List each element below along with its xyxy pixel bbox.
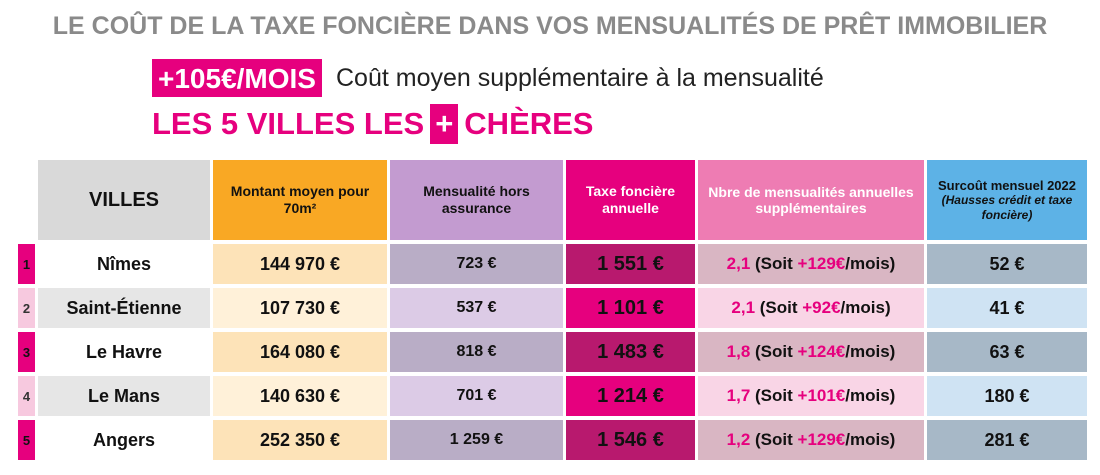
montant-value: 140 630 €	[213, 376, 387, 416]
nbre-count: 2,1	[726, 254, 751, 273]
header-surcout-note: (Hausses crédit et taxe foncière)	[941, 192, 1073, 222]
nbre-count: 1,8	[726, 342, 751, 361]
subtitle: LES 5 VILLES LES + CHÈRES	[152, 103, 594, 145]
surcout-value: 41 €	[927, 288, 1087, 328]
header-nbre-label: Nbre de mensualités annuelles supplément…	[708, 184, 914, 216]
nbre-soit-suffix: /mois)	[845, 254, 896, 273]
header-taxe-label: Taxe foncière annuelle	[585, 183, 676, 216]
nbre-soit-amount: +101€	[797, 386, 846, 405]
nbre-soit-suffix: /mois)	[840, 298, 891, 317]
city-name: Le Havre	[38, 332, 210, 372]
table-row: 5 Angers 252 350 €1 259 €1 546 €1,2 (Soit …	[18, 420, 1087, 460]
header-montant: Montant moyen pour 70m²	[213, 160, 387, 240]
page-title: LE COÛT DE LA TAXE FONCIÈRE DANS VOS MEN…	[52, 12, 1048, 40]
city-name: Le Mans	[38, 376, 210, 416]
nbre-value: 1,7 (Soit +101€/mois)	[698, 376, 924, 416]
surcout-value: 52 €	[927, 244, 1087, 284]
montant-value: 252 350 €	[213, 420, 387, 460]
nbre-soit-prefix: (Soit	[750, 386, 798, 405]
mensualite-value: 537 €	[390, 288, 563, 328]
nbre-value: 1,8 (Soit +124€/mois)	[698, 332, 924, 372]
table-row: 4 Le Mans 140 630 €701 €1 214 €1,7 (Soit +…	[18, 376, 1087, 416]
nbre-soit-amount: +129€	[797, 254, 846, 273]
city-name: Angers	[38, 420, 210, 460]
mensualite-value: 1 259 €	[390, 420, 563, 460]
header-nbre: Nbre de mensualités annuelles supplément…	[698, 160, 924, 240]
subtitle-plus: +	[430, 104, 459, 144]
rank-number: 4	[18, 376, 35, 416]
nbre-value: 2,1 (Soit +129€/mois)	[698, 244, 924, 284]
surcout-value: 63 €	[927, 332, 1087, 372]
mensualite-value: 818 €	[390, 332, 563, 372]
rank-number: 5	[18, 420, 35, 460]
nbre-soit-prefix: (Soit	[750, 342, 798, 361]
rank-number: 2	[18, 288, 35, 328]
rank-number: 3	[18, 332, 35, 372]
header-villes: VILLES	[38, 160, 210, 240]
cities-table: VILLES Montant moyen pour 70m² Mensualit…	[15, 156, 1090, 464]
rank-number: 1	[18, 244, 35, 284]
montant-value: 144 970 €	[213, 244, 387, 284]
nbre-soit-prefix: (Soit	[755, 298, 803, 317]
montant-value: 107 730 €	[213, 288, 387, 328]
header-mensualite: Mensualité hors assurance	[390, 160, 563, 240]
nbre-soit-prefix: (Soit	[750, 430, 798, 449]
table-row: 3 Le Havre 164 080 €818 €1 483 €1,8 (Soit …	[18, 332, 1087, 372]
header-mensualite-label: Mensualité hors assurance	[423, 183, 530, 216]
taxe-value: 1 214 €	[566, 376, 695, 416]
city-name: Saint-Étienne	[38, 288, 210, 328]
surcout-value: 180 €	[927, 376, 1087, 416]
header-surcout: Surcoût mensuel 2022 (Hausses crédit et …	[927, 160, 1087, 240]
subtitle-left: LES 5 VILLES LES	[152, 106, 425, 141]
surcout-value: 281 €	[927, 420, 1087, 460]
nbre-soit-prefix: (Soit	[750, 254, 798, 273]
table-row: 1 Nîmes 144 970 €723 €1 551 €2,1 (Soit +12…	[18, 244, 1087, 284]
header-surcout-label: Surcoût mensuel 2022	[938, 177, 1076, 193]
header-montant-label: Montant moyen pour 70m²	[230, 183, 370, 216]
nbre-count: 2,1	[731, 298, 756, 317]
table-row: 2 Saint-Étienne 107 730 €537 €1 101 €2,1 (…	[18, 288, 1087, 328]
nbre-soit-suffix: /mois)	[845, 342, 896, 361]
nbre-soit-suffix: /mois)	[845, 386, 896, 405]
taxe-value: 1 101 €	[566, 288, 695, 328]
nbre-soit-amount: +129€	[797, 430, 846, 449]
nbre-count: 1,7	[726, 386, 751, 405]
mensualite-value: 723 €	[390, 244, 563, 284]
montant-value: 164 080 €	[213, 332, 387, 372]
subtitle-right: CHÈRES	[464, 106, 594, 141]
highlight-row: +105€/MOIS Coût moyen supplémentaire à l…	[152, 58, 824, 98]
nbre-soit-amount: +92€	[802, 298, 841, 317]
taxe-value: 1 483 €	[566, 332, 695, 372]
rank-header	[18, 160, 35, 240]
nbre-value: 1,2 (Soit +129€/mois)	[698, 420, 924, 460]
nbre-soit-amount: +124€	[797, 342, 846, 361]
city-name: Nîmes	[38, 244, 210, 284]
table-header-row: VILLES Montant moyen pour 70m² Mensualit…	[18, 160, 1087, 240]
monthly-cost-description: Coût moyen supplémentaire à la mensualit…	[335, 63, 824, 92]
nbre-value: 2,1 (Soit +92€/mois)	[698, 288, 924, 328]
nbre-count: 1,2	[726, 430, 751, 449]
taxe-value: 1 551 €	[566, 244, 695, 284]
nbre-soit-suffix: /mois)	[845, 430, 896, 449]
header-taxe: Taxe foncière annuelle	[566, 160, 695, 240]
taxe-value: 1 546 €	[566, 420, 695, 460]
monthly-cost-badge: +105€/MOIS	[152, 59, 322, 97]
mensualite-value: 701 €	[390, 376, 563, 416]
